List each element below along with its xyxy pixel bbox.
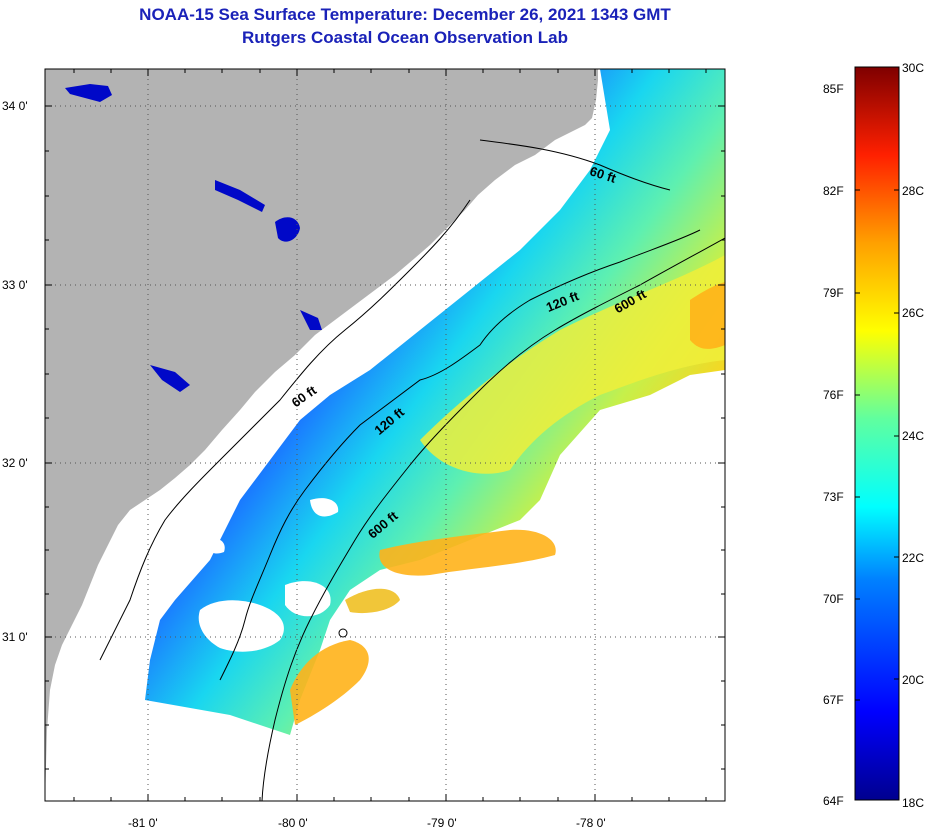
contour-120ft	[219, 229, 701, 681]
warm-band	[420, 255, 725, 474]
colorbar-label-64f: 64F	[823, 794, 844, 808]
map-title: NOAA-15 Sea Surface Temperature: Decembe…	[139, 5, 671, 24]
lon-label-81: -81 0'	[128, 816, 158, 830]
land	[45, 69, 598, 801]
warm-core	[379, 529, 556, 576]
warm-core	[690, 282, 725, 349]
lake	[65, 84, 112, 102]
cloud-patch	[285, 581, 331, 617]
cloud-patch	[198, 600, 284, 652]
colorbar-label-67f: 67F	[823, 693, 844, 707]
cloud-patch	[310, 498, 339, 517]
sst-field	[145, 69, 725, 735]
map-subtitle: Rutgers Coastal Ocean Observation Lab	[242, 28, 568, 47]
colorbar-label-30c: 30C	[902, 61, 925, 75]
contour-600ft	[261, 237, 725, 801]
colorbar-label-76f: 76F	[823, 388, 844, 402]
colorbar-label-28c: 28C	[902, 184, 925, 198]
colorbar-label-79f: 79F	[823, 286, 844, 300]
estuary	[300, 310, 322, 330]
lon-label-80: -80 0'	[278, 816, 308, 830]
map-grid	[45, 69, 725, 801]
lat-label-32: 32 0'	[2, 456, 28, 470]
colorbar-label-22c: 22C	[902, 551, 925, 565]
colorbar-ticks	[855, 189, 899, 701]
warm-core	[345, 588, 400, 614]
map-ticks	[45, 69, 725, 801]
colorbar-label-82f: 82F	[823, 184, 844, 198]
contour-60ft	[99, 139, 671, 661]
lon-label-79: -79 0'	[427, 816, 457, 830]
lat-label-33: 33 0'	[2, 278, 28, 292]
contour-spot	[338, 628, 348, 638]
estuary	[150, 365, 190, 392]
colorbar-label-70f: 70F	[823, 592, 844, 606]
lon-label-78: -78 0'	[576, 816, 606, 830]
map-frame	[44, 68, 726, 802]
colorbar	[855, 67, 899, 800]
colorbar-label-24c: 24C	[902, 429, 925, 443]
colorbar-label-73f: 73F	[823, 490, 844, 504]
colorbar-frame	[854, 66, 900, 801]
coastal-marsh	[50, 605, 150, 801]
warm-core	[290, 640, 369, 725]
lake	[275, 217, 300, 242]
colorbar-label-20c: 20C	[902, 673, 925, 687]
colorbar-label-85f: 85F	[823, 82, 844, 96]
colorbar-label-18c: 18C	[902, 796, 925, 810]
lat-label-34: 34 0'	[2, 99, 28, 113]
colorbar-label-26c: 26C	[902, 306, 925, 320]
lat-label-31: 31 0'	[2, 630, 28, 644]
lake	[215, 180, 265, 212]
cloud-patch	[205, 538, 225, 554]
